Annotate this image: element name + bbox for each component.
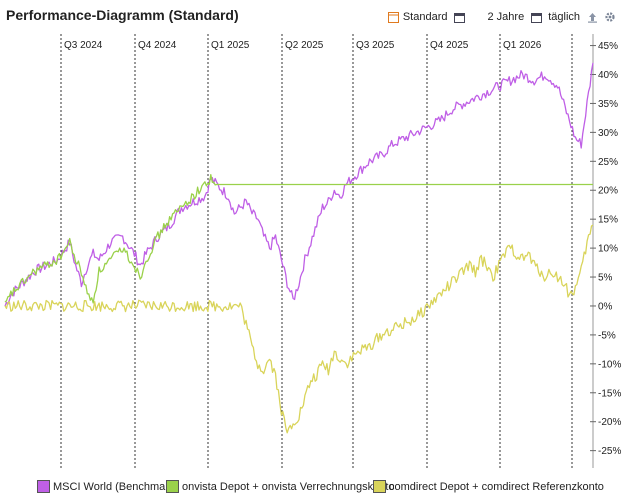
interval-selector[interactable]: täglich [548, 11, 580, 23]
view-selector[interactable]: Standard [388, 11, 448, 23]
y-tick-label: 30% [598, 128, 618, 139]
calendar-icon[interactable] [530, 11, 542, 23]
legend-swatch [373, 480, 386, 493]
y-tick-label: -25% [598, 446, 621, 457]
onvista-line [4, 174, 593, 304]
y-tick-label: 0% [598, 301, 613, 312]
settings-gear-icon[interactable] [604, 11, 616, 23]
x-tick-label: Q1 2026 [503, 40, 542, 51]
view-label: Standard [402, 11, 448, 23]
chart-title: Performance-Diagramm (Standard) [6, 7, 239, 23]
x-tick-label: Q1 2025 [211, 40, 250, 51]
y-tick-label: 45% [598, 41, 618, 52]
calendar-icon[interactable] [454, 11, 466, 23]
y-tick-label: 5% [598, 273, 613, 284]
legend-label: MSCI World (Benchmark) [53, 480, 179, 493]
legend-item[interactable]: comdirect Depot + comdirect Referenzkont… [373, 480, 604, 493]
y-tick-label: 25% [598, 157, 618, 168]
y-tick-label: 15% [598, 215, 618, 226]
view-config-icon [388, 11, 400, 23]
range-label: 2 Jahre [487, 11, 525, 23]
y-tick-label: 35% [598, 99, 618, 110]
y-tick-label: 10% [598, 244, 618, 255]
performance-chart: Q3 2024 Q4 2024 Q1 2025 Q2 2025 Q3 2025 Q4 20… [4, 34, 621, 468]
legend-item[interactable]: MSCI World (Benchmark) [37, 480, 178, 493]
legend-label: comdirect Depot + comdirect Referenzkont… [389, 480, 604, 493]
x-tick-label: Q3 2025 [356, 40, 395, 51]
legend-item[interactable]: onvista Depot + onvista Verrechnungskont… [166, 480, 395, 493]
x-tick-label: Q3 2024 [64, 40, 103, 51]
interval-label: täglich [548, 11, 580, 23]
comdirect-line [4, 224, 594, 434]
y-tick-label: 20% [598, 186, 618, 197]
legend-swatch [166, 480, 179, 493]
export-icon[interactable] [586, 11, 598, 23]
y-tick-label: -15% [598, 388, 621, 399]
msci-world-line [4, 62, 594, 307]
y-tick-label: 40% [598, 70, 618, 81]
y-tick-label: -10% [598, 359, 621, 370]
legend-label: onvista Depot + onvista Verrechnungskont… [182, 480, 395, 493]
x-tick-label: Q2 2025 [285, 40, 324, 51]
x-tick-label: Q4 2025 [430, 40, 469, 51]
y-tick-label: -20% [598, 417, 621, 428]
legend-swatch [37, 480, 50, 493]
x-tick-label: Q4 2024 [138, 40, 177, 51]
chart-legend: MSCI World (Benchmark) onvista Depot + on… [0, 478, 622, 496]
range-selector[interactable]: 2 Jahre [488, 11, 525, 23]
y-tick-label: -5% [598, 330, 616, 341]
chart-toolbar: Standard 2 Jahre täglich [388, 7, 616, 27]
